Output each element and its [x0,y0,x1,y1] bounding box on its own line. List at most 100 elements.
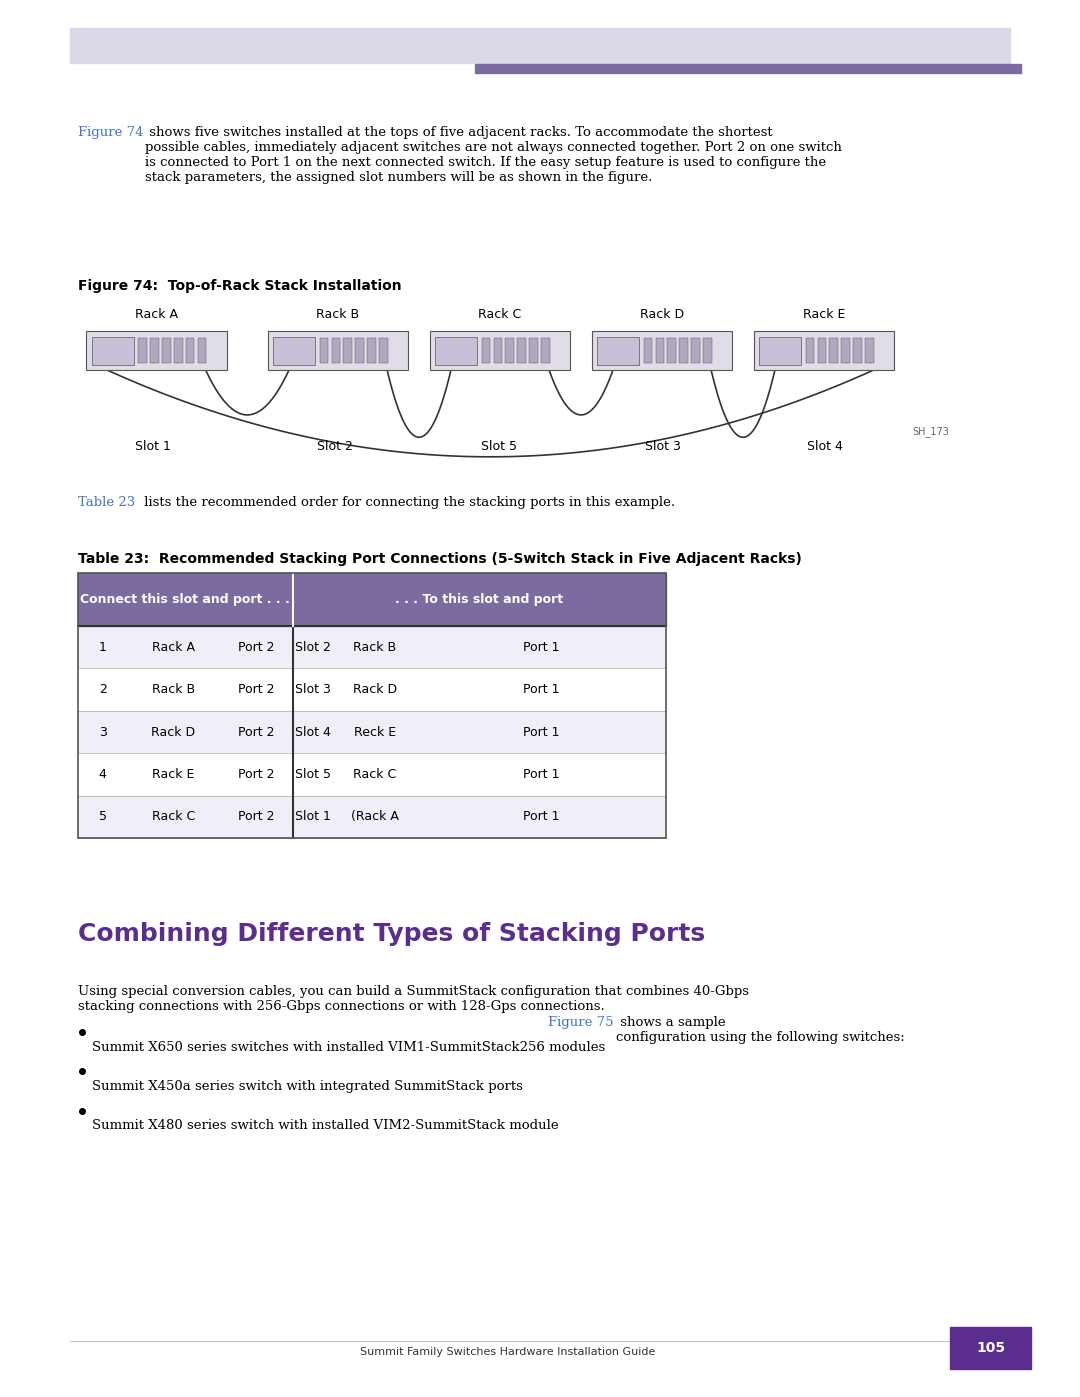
Text: 3: 3 [99,725,107,739]
Text: Rack C: Rack C [353,768,396,781]
Text: Slot 5: Slot 5 [481,440,517,453]
Text: Slot 1: Slot 1 [295,810,332,823]
Text: 105: 105 [977,1341,1005,1355]
Bar [162,338,171,363]
Bar [78,753,666,796]
Text: Reck E: Reck E [354,725,396,739]
Bar [367,338,376,363]
Text: Figure 75: Figure 75 [548,1016,613,1028]
Text: Rack D: Rack D [353,683,397,696]
Text: 5: 5 [98,810,107,823]
Text: . . . To this slot and port: . . . To this slot and port [395,592,564,606]
Text: Rack B: Rack B [316,309,360,321]
Text: Slot 3: Slot 3 [645,440,681,453]
Text: Slot 4: Slot 4 [807,440,843,453]
Text: 4: 4 [99,768,107,781]
Bar [505,338,514,363]
Text: Port 1: Port 1 [523,641,559,654]
Bar [950,1327,1031,1369]
Bar [679,338,688,363]
Text: Slot 5: Slot 5 [295,768,332,781]
Text: Slot 1: Slot 1 [135,440,172,453]
Bar [78,573,666,838]
Text: Figure 74:  Top-of-Rack Stack Installation: Figure 74: Top-of-Rack Stack Installatio… [78,279,402,293]
Text: Rack C: Rack C [152,810,195,823]
Text: Port 2: Port 2 [238,768,274,781]
Text: Slot 3: Slot 3 [295,683,332,696]
Bar [379,338,388,363]
Text: Rack D: Rack D [151,725,195,739]
Bar [78,626,666,668]
Text: Port 2: Port 2 [238,810,274,823]
Text: SH_173: SH_173 [913,426,949,437]
Bar [78,711,666,753]
Text: Table 23: Table 23 [78,496,135,509]
Text: Port 2: Port 2 [238,683,274,696]
Text: shows five switches installed at the tops of five adjacent racks. To accommodate: shows five switches installed at the top… [145,126,841,184]
Text: Rack C: Rack C [478,309,522,321]
Bar [656,338,664,363]
Text: Rack E: Rack E [152,768,194,781]
Bar [355,338,364,363]
Bar [818,338,826,363]
Bar [150,338,159,363]
Text: Combining Different Types of Stacking Ports: Combining Different Types of Stacking Po… [78,922,705,946]
Text: (Rack A: (Rack A [351,810,399,823]
Bar [435,337,477,365]
Text: Rack B: Rack B [353,641,396,654]
Text: Summit Family Switches Hardware Installation Guide: Summit Family Switches Hardware Installa… [360,1347,656,1358]
Bar [343,338,352,363]
Bar [592,331,732,370]
Bar [78,668,666,711]
Bar [529,338,538,363]
Text: Connect this slot and port . . .: Connect this slot and port . . . [80,592,291,606]
Bar [475,64,1021,73]
Text: shows a sample
configuration using the following switches:: shows a sample configuration using the f… [616,1016,904,1044]
Text: Rack D: Rack D [640,309,684,321]
Bar [759,337,801,365]
Text: 2: 2 [99,683,107,696]
Bar [865,338,874,363]
Text: Port 1: Port 1 [523,683,559,696]
Text: Table 23:  Recommended Stacking Port Connections (5-Switch Stack in Five Adjacen: Table 23: Recommended Stacking Port Conn… [78,552,801,566]
Text: 1: 1 [99,641,107,654]
Bar [86,331,227,370]
Bar [186,338,194,363]
Text: Port 1: Port 1 [523,725,559,739]
Text: Summit X480 series switch with installed VIM2-SummitStack module: Summit X480 series switch with installed… [92,1119,558,1132]
Bar [198,338,206,363]
Bar [517,338,526,363]
Text: Using special conversion cables, you can build a SummitStack configuration that : Using special conversion cables, you can… [78,985,748,1013]
Text: Port 2: Port 2 [238,725,274,739]
Bar [667,338,676,363]
Bar [853,338,862,363]
Text: Rack B: Rack B [152,683,195,696]
Bar [430,331,570,370]
Bar [78,796,666,838]
Bar [806,338,814,363]
Text: Rack A: Rack A [152,641,194,654]
Text: Slot 2: Slot 2 [295,641,332,654]
Text: Port 2: Port 2 [238,641,274,654]
Bar [841,338,850,363]
Bar [482,338,490,363]
Text: Port 1: Port 1 [523,768,559,781]
Bar [332,338,340,363]
Bar [494,338,502,363]
Bar [174,338,183,363]
Bar [829,338,838,363]
Text: Rack E: Rack E [802,309,846,321]
Bar [273,337,315,365]
Text: Figure 74: Figure 74 [78,126,144,138]
Bar [268,331,408,370]
Bar [541,338,550,363]
Bar [70,28,1010,63]
Bar [754,331,894,370]
Bar [703,338,712,363]
Bar [691,338,700,363]
Bar [644,338,652,363]
Text: Slot 2: Slot 2 [316,440,353,453]
Text: Port 1: Port 1 [523,810,559,823]
Bar [78,573,666,626]
Text: Rack A: Rack A [135,309,178,321]
